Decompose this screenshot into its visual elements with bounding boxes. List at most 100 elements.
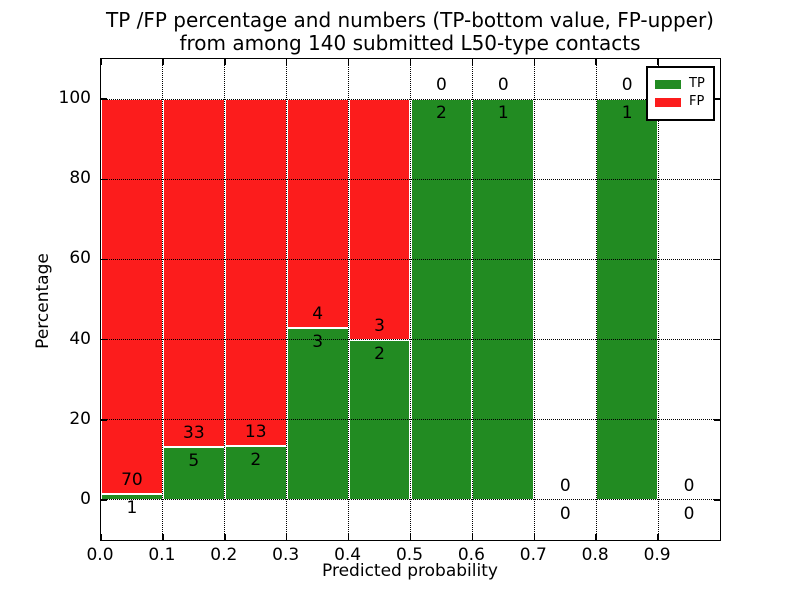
x-axis-tick-top: [100, 59, 102, 65]
tp-count-label: 1: [126, 498, 138, 519]
x-axis-tick-top: [162, 59, 164, 65]
y-axis-tick-right: [714, 499, 720, 501]
bar-fp-segment: [286, 99, 349, 329]
x-axis-tick: [533, 534, 536, 540]
tp-count-label: 2: [436, 103, 447, 124]
grid-line-vertical: [410, 59, 411, 540]
bar-tp-segment: [472, 99, 535, 500]
fp-count-label: 0: [497, 75, 509, 96]
legend: TP FP: [646, 66, 715, 121]
x-tick-label: 0.0: [86, 545, 114, 565]
y-axis-tick-right: [714, 178, 720, 180]
grid-line-horizontal: [101, 419, 720, 421]
fp-count-label: 70: [121, 470, 143, 491]
tp-count-label: 0: [683, 503, 695, 524]
x-axis-tick: [347, 534, 350, 540]
y-axis-tick-right: [714, 258, 720, 261]
y-tick-label: 100: [58, 88, 91, 109]
bar-fp-segment: [162, 99, 225, 448]
x-tick-label: 0.7: [519, 545, 547, 565]
grid-line-horizontal: [101, 499, 720, 501]
x-axis-tick-top: [285, 59, 288, 65]
tp-count-label: 2: [374, 343, 385, 364]
bar-tp-segment: [596, 99, 659, 500]
x-axis-tick-top: [347, 59, 350, 65]
grid-line-vertical: [286, 59, 288, 540]
bar-tp-segment: [410, 99, 473, 500]
x-axis-tick-top: [471, 59, 474, 65]
tp-count-label: 1: [497, 103, 509, 124]
x-tick-label: 0.2: [210, 545, 238, 565]
plot-area: 70 1 33 5 13 2 4 3 3 2 0 2 0 1 0 0 0 1 0 0: [100, 58, 721, 541]
x-tick-label: 0.8: [581, 545, 609, 565]
grid-line-vertical: [657, 59, 659, 540]
bar-tp-segment: [286, 328, 349, 500]
fp-count-label: 0: [621, 75, 633, 96]
fp-count-label: 0: [683, 475, 695, 496]
fp-count-label: 3: [374, 315, 385, 336]
x-axis-tick-top: [533, 59, 536, 65]
x-axis-tick-top: [595, 59, 597, 65]
x-tick-label: 0.4: [334, 545, 362, 565]
tp-count-label: 5: [188, 451, 200, 472]
y-axis-tick: [101, 178, 107, 180]
grid-line-vertical: [162, 59, 164, 540]
chart-title-line2: from among 140 submitted L50-type contac…: [179, 31, 641, 56]
y-axis-tick: [101, 499, 107, 501]
x-tick-label: 0.3: [272, 545, 300, 565]
y-axis-tick-right: [714, 98, 720, 100]
y-axis-tick: [101, 338, 107, 341]
y-axis-tick: [101, 419, 107, 421]
grid-line-horizontal: [101, 98, 720, 100]
y-axis-tick: [101, 258, 107, 261]
grid-line-vertical: [348, 59, 350, 540]
grid-line-horizontal: [101, 258, 720, 260]
x-tick-label: 0.9: [643, 545, 671, 565]
legend-label-tp: TP: [689, 76, 705, 91]
x-axis-tick-top: [657, 59, 659, 65]
chart-title: TP /FP percentage and numbers (TP-bottom…: [100, 8, 720, 56]
y-axis-tick-right: [714, 338, 720, 341]
grid-line-vertical: [224, 59, 226, 540]
y-tick-label: 60: [69, 248, 91, 269]
x-axis-tick-top: [224, 59, 226, 65]
fp-count-label: 0: [559, 475, 571, 496]
x-axis-label: Predicted probability: [322, 561, 498, 581]
x-axis-tick: [224, 534, 226, 540]
y-tick-label: 20: [69, 408, 91, 429]
grid-line-vertical: [595, 59, 597, 540]
y-tick-label: 0: [80, 488, 91, 509]
bar-fp-segment: [101, 99, 163, 495]
tp-count-label: 2: [250, 450, 262, 471]
y-tick-label: 40: [69, 328, 91, 349]
x-axis-tick-top: [409, 59, 412, 65]
x-axis-tick: [285, 534, 288, 540]
x-tick-label: 0.6: [457, 545, 485, 565]
grid-line-vertical: [533, 59, 535, 540]
y-axis-tick: [101, 98, 107, 100]
legend-label-fp: FP: [689, 94, 705, 110]
x-tick-label: 0.1: [148, 545, 176, 565]
bar-tp-segment: [162, 447, 225, 500]
y-axis-label: Percentage: [33, 253, 53, 349]
x-axis-tick: [471, 534, 474, 540]
x-axis-tick: [100, 534, 102, 540]
bar-fp-segment: [224, 99, 287, 447]
x-axis-tick: [595, 534, 597, 540]
y-axis-tick-right: [714, 419, 720, 421]
legend-swatch-fp: [655, 97, 681, 107]
tp-count-label: 1: [621, 103, 633, 124]
fp-count-label: 0: [436, 75, 447, 96]
grid-line-horizontal: [101, 178, 720, 180]
x-axis-tick: [162, 534, 164, 540]
legend-entry-fp: FP: [655, 94, 705, 110]
tp-count-label: 0: [559, 503, 571, 524]
x-axis-tick: [409, 534, 412, 540]
grid-line-vertical: [471, 59, 473, 540]
y-tick-label: 80: [69, 168, 91, 189]
legend-entry-tp: TP: [655, 76, 705, 92]
x-axis-tick: [657, 534, 659, 540]
grid-line-horizontal: [101, 339, 720, 341]
bar-fp-segment: [348, 99, 411, 340]
